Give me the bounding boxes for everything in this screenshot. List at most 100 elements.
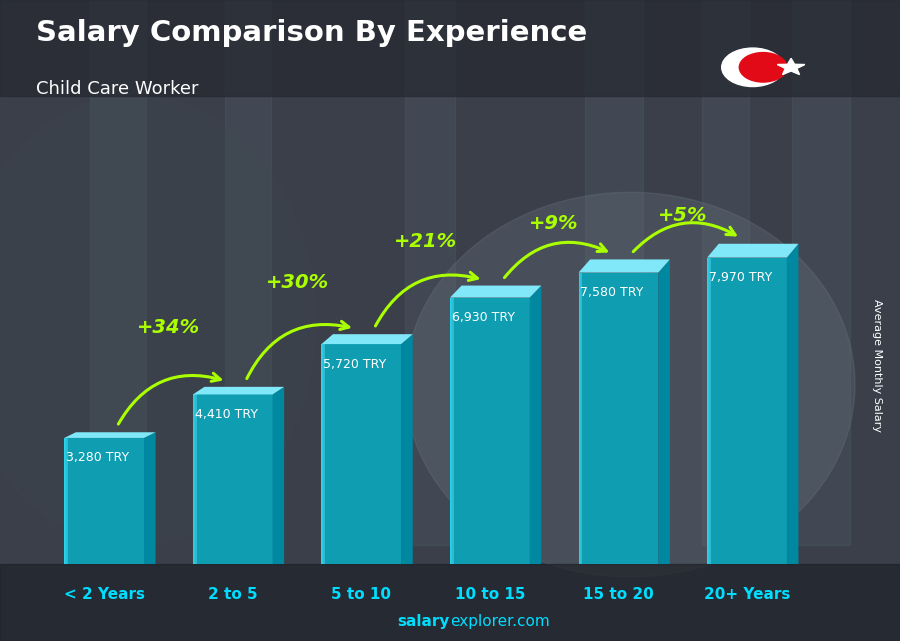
Polygon shape [579,272,595,564]
Polygon shape [450,297,453,564]
Polygon shape [67,438,139,564]
Polygon shape [709,258,778,564]
Polygon shape [194,394,206,564]
Polygon shape [452,297,508,564]
Polygon shape [64,432,156,438]
Polygon shape [708,258,747,564]
Polygon shape [709,258,784,564]
Text: salary: salary [398,615,450,629]
Text: 5 to 10: 5 to 10 [331,587,392,602]
Polygon shape [580,272,608,564]
Polygon shape [194,394,238,564]
Polygon shape [580,272,643,564]
Text: explorer.com: explorer.com [450,615,550,629]
Polygon shape [195,394,262,564]
Polygon shape [581,272,658,564]
Polygon shape [707,258,713,564]
Bar [792,0,850,545]
Polygon shape [451,297,490,564]
Polygon shape [194,394,222,564]
Polygon shape [709,258,776,564]
Polygon shape [65,438,75,564]
Polygon shape [580,272,618,564]
Polygon shape [450,297,454,564]
Polygon shape [67,438,128,564]
Polygon shape [453,297,530,564]
Polygon shape [451,297,484,564]
Polygon shape [66,438,96,564]
Polygon shape [321,334,413,344]
Polygon shape [579,272,598,564]
Polygon shape [323,344,374,564]
Polygon shape [323,344,361,564]
Polygon shape [778,58,805,74]
Polygon shape [580,272,629,564]
Text: 7,580 TRY: 7,580 TRY [580,286,644,299]
Polygon shape [66,438,112,564]
Polygon shape [65,438,86,564]
Bar [585,0,622,545]
Polygon shape [195,394,265,564]
Polygon shape [194,394,228,564]
Polygon shape [580,272,637,564]
Polygon shape [580,272,648,564]
Polygon shape [321,344,332,564]
Polygon shape [66,438,104,564]
Polygon shape [452,297,506,564]
Polygon shape [579,272,584,564]
Polygon shape [323,344,380,564]
Polygon shape [193,394,201,564]
Polygon shape [452,297,519,564]
Text: 3,280 TRY: 3,280 TRY [67,451,130,464]
Text: +21%: +21% [394,232,457,251]
Polygon shape [323,344,369,564]
Text: 6,930 TRY: 6,930 TRY [452,311,515,324]
Polygon shape [322,344,338,564]
Polygon shape [450,297,464,564]
Polygon shape [322,344,346,564]
Circle shape [739,53,787,82]
Polygon shape [194,394,246,564]
Text: 15 to 20: 15 to 20 [583,587,653,602]
Polygon shape [708,258,758,564]
Polygon shape [709,258,774,564]
Polygon shape [579,272,582,564]
Polygon shape [709,258,769,564]
Text: 5,720 TRY: 5,720 TRY [323,358,386,370]
Polygon shape [322,344,335,564]
Text: 20+ Years: 20+ Years [704,587,790,602]
Polygon shape [66,438,107,564]
Polygon shape [324,344,391,564]
Polygon shape [193,394,198,564]
Polygon shape [66,438,115,564]
Polygon shape [195,394,273,564]
Polygon shape [401,334,413,564]
Ellipse shape [0,96,315,545]
Polygon shape [709,258,781,564]
Polygon shape [195,394,267,564]
Polygon shape [194,394,220,564]
Polygon shape [710,258,787,564]
Text: +30%: +30% [266,273,328,292]
Polygon shape [581,272,653,564]
Polygon shape [451,297,474,564]
Polygon shape [322,344,358,564]
Polygon shape [580,272,634,564]
Polygon shape [67,438,136,564]
Polygon shape [67,438,144,564]
Polygon shape [322,344,343,564]
Bar [225,0,269,545]
Polygon shape [580,272,613,564]
Polygon shape [324,344,396,564]
Polygon shape [708,258,739,564]
Polygon shape [580,272,632,564]
Text: Salary Comparison By Experience: Salary Comparison By Experience [36,19,587,47]
Text: 10 to 15: 10 to 15 [454,587,525,602]
Polygon shape [580,272,651,564]
Polygon shape [453,297,525,564]
Polygon shape [451,297,482,564]
Polygon shape [194,394,233,564]
Polygon shape [453,297,527,564]
Polygon shape [322,344,356,564]
Polygon shape [324,344,393,564]
